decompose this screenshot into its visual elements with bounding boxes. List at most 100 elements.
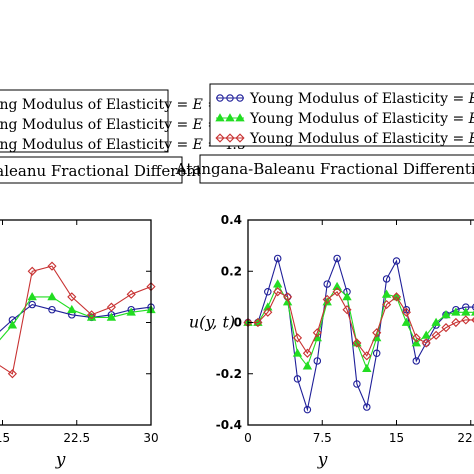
data-point-s3-8 [312, 328, 322, 338]
data-point-s2-11 [342, 292, 352, 301]
chart-title: Atangana-Baleanu Fractional Differentiat… [175, 160, 474, 178]
x-axis-label: y [317, 450, 328, 470]
data-point-s2-10 [332, 281, 342, 291]
series-line-2 [248, 282, 474, 371]
data-point-s3-12 [352, 338, 362, 348]
data-point-s2-21 [441, 310, 451, 319]
data-point-s1-14 [372, 349, 381, 357]
data-point-s3-13 [362, 351, 372, 361]
data-point-s2-20 [431, 317, 441, 326]
data-point-s3-2 [253, 317, 263, 328]
data-point-s3-14 [372, 328, 382, 338]
legend-marker [225, 133, 235, 143]
data-point-s2-19 [421, 330, 431, 339]
data-point-s3-15 [126, 289, 136, 299]
series-line-1 [0, 304, 152, 332]
data-point-s2-18 [411, 338, 421, 347]
x-tick-label: 22.5 [457, 431, 474, 445]
x-tick-label: 15 [389, 431, 404, 445]
legend-marker [225, 113, 235, 122]
x-axis-label: y [55, 450, 66, 470]
data-point-s2-12 [67, 304, 77, 314]
chart-title: Atangana-Baleanu Fractional Differentiat… [0, 162, 246, 180]
legend-entry-2: Young Modulus of Elasticity = E = 2.0 [0, 117, 246, 133]
data-point-s2-9 [7, 320, 18, 329]
data-point-s3-17 [401, 307, 411, 317]
data-point-s2-6 [292, 348, 303, 357]
legend-box [209, 83, 474, 147]
data-point-s1-12 [353, 380, 361, 388]
data-point-s3-5 [283, 292, 293, 302]
data-point-s2-7 [302, 361, 313, 370]
series-line-1 [248, 256, 474, 412]
data-point-s3-21 [441, 323, 451, 333]
data-point-s3-7 [302, 348, 312, 358]
data-point-s2-22 [451, 307, 461, 316]
y-tick-label: -0.4 [216, 418, 242, 432]
legend-marker [215, 133, 225, 143]
data-point-s3-6 [292, 333, 303, 343]
x-tick-label: 22.5 [63, 431, 90, 445]
data-point-s3-11 [342, 305, 352, 315]
data-point-s1-4 [273, 254, 282, 263]
data-point-s1-15 [382, 275, 391, 283]
x-tick-label: 15 [0, 431, 10, 445]
data-point-s2-23 [461, 307, 471, 316]
data-point-s1-10 [28, 300, 36, 309]
data-point-s3-22 [451, 317, 461, 328]
data-point-s3-20 [431, 330, 441, 340]
data-point-s3-12 [67, 292, 77, 302]
data-point-s2-15 [126, 307, 136, 316]
title-box [0, 156, 183, 184]
title-box [199, 154, 474, 184]
data-point-s2-17 [401, 317, 412, 326]
data-point-s1-3 [264, 287, 272, 296]
data-point-s1-16 [392, 257, 401, 265]
data-point-s3-23 [461, 315, 471, 325]
legend-marker [215, 113, 225, 122]
y-tick-label: 0.4 [221, 213, 242, 227]
data-point-s2-11 [47, 292, 57, 301]
data-point-s3-14 [106, 302, 116, 312]
data-point-s1-7 [303, 405, 312, 414]
series-line-2 [0, 296, 152, 341]
y-tick-label: -0.2 [216, 367, 242, 381]
data-point-s3-9 [322, 294, 332, 305]
data-point-s2-15 [381, 289, 392, 298]
data-point-s3-10 [27, 266, 37, 276]
legend-entry-3: Young Modulus of Elasticity = E = 4.5 [249, 131, 474, 147]
y-axis-label: u(y, t) [189, 313, 235, 332]
data-point-s2-10 [27, 292, 37, 301]
legend-marker [235, 113, 245, 122]
data-point-s3-19 [421, 338, 431, 348]
legend-entry-1: Young Modulus of Elasticity = E = 0.5 [249, 91, 474, 107]
legend-entry-1: Young Modulus of Elasticity = E = 0.5 [0, 97, 246, 113]
legend-marker [236, 94, 244, 102]
data-point-s3-3 [263, 307, 273, 317]
data-point-s3-13 [87, 310, 97, 320]
legend-box [0, 89, 169, 153]
x-tick-label: 7.5 [313, 431, 332, 445]
data-point-s3-11 [47, 261, 57, 271]
data-point-s3-10 [332, 287, 342, 297]
data-point-s1-9 [323, 280, 331, 288]
y-tick-label: 0 [234, 316, 242, 330]
data-point-s1-11 [48, 305, 56, 314]
legend-marker [226, 94, 234, 102]
legend-marker [235, 133, 245, 143]
data-point-s1-18 [412, 357, 421, 365]
data-point-s3-9 [7, 369, 17, 379]
x-tick-label: 30 [143, 431, 158, 445]
y-tick-label: 0.2 [221, 264, 242, 278]
data-point-s1-8 [313, 357, 322, 365]
data-point-s2-13 [362, 363, 372, 373]
data-point-s3-15 [382, 299, 392, 310]
legend-entry-2: Young Modulus of Elasticity = E = 2.0 [249, 111, 474, 127]
data-point-s3-16 [391, 292, 402, 302]
data-point-s1-24 [471, 303, 474, 311]
data-point-s1-13 [363, 403, 371, 411]
series-line-3 [0, 265, 152, 375]
